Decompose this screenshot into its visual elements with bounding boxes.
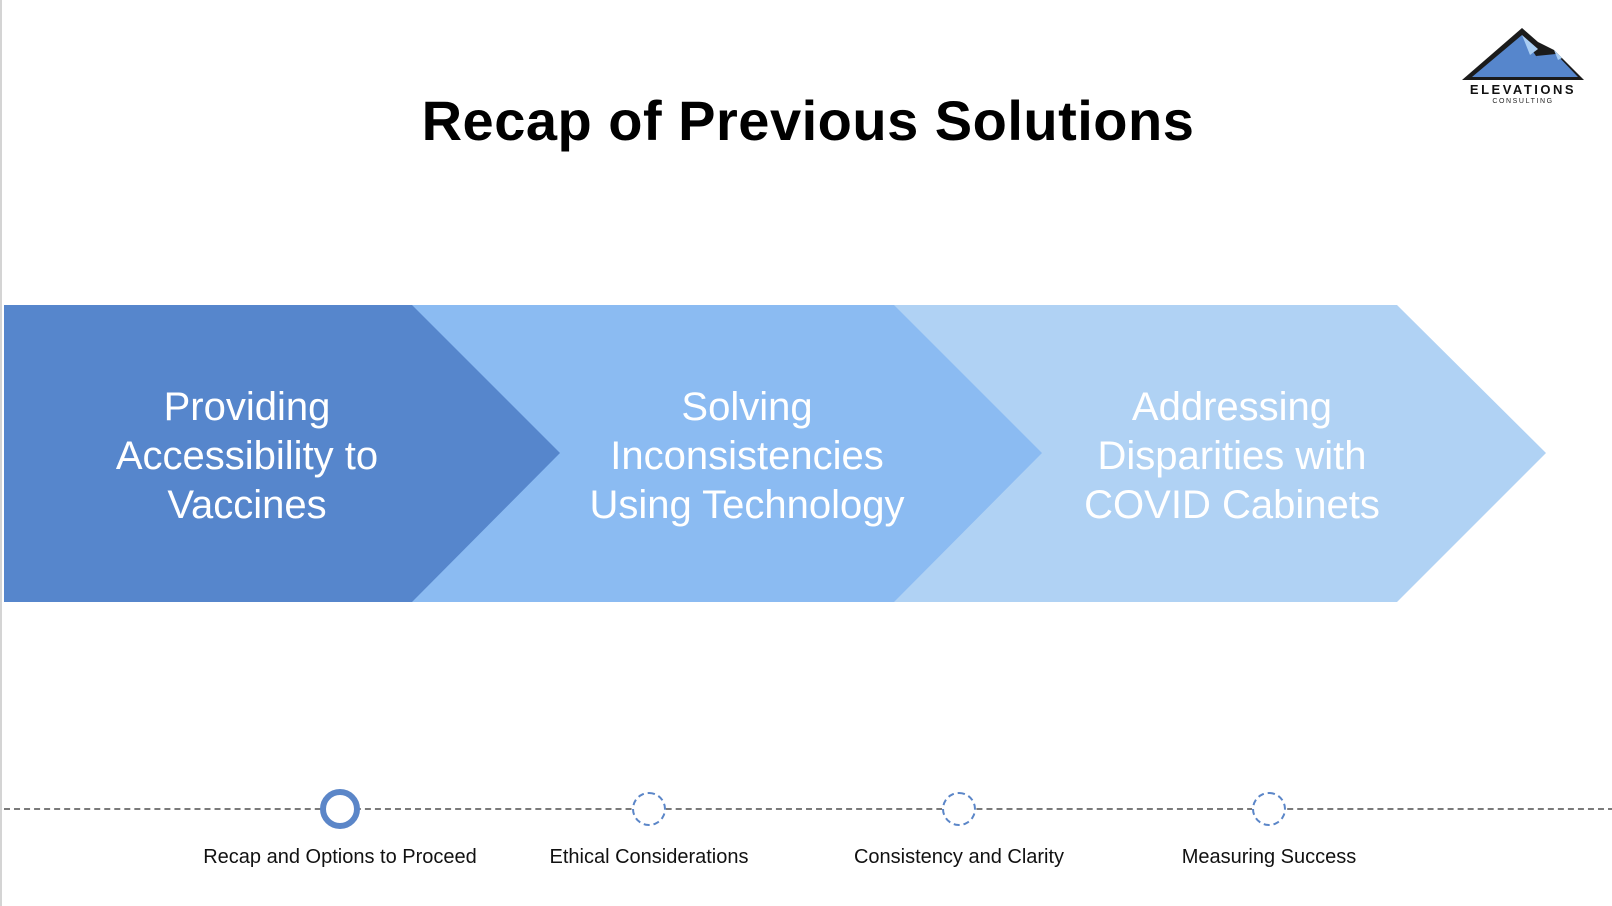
logo-name: ELEVATIONS: [1469, 82, 1577, 97]
timeline-node-consistency[interactable]: [942, 792, 976, 826]
process-arrows: [4, 305, 1546, 602]
timeline-label-ethical: Ethical Considerations: [549, 846, 749, 868]
timeline-node-ethical[interactable]: [632, 792, 666, 826]
timeline-label-consistency: Consistency and Clarity: [853, 846, 1065, 868]
mountain-icon: [1462, 28, 1584, 80]
step-2-label: Solving Inconsistencies Using Technology: [589, 384, 905, 527]
timeline-label-measuring: Measuring Success: [1181, 846, 1357, 868]
company-logo: ELEVATIONS CONSULTING: [1458, 22, 1598, 114]
step-3-chevron: [874, 305, 1546, 602]
logo-subtitle: CONSULTING: [1492, 98, 1554, 105]
timeline-node-measuring[interactable]: [1252, 792, 1286, 826]
timeline-label-recap: Recap and Options to Proceed: [203, 846, 477, 868]
step-1-label: Providing Accessibility to Vaccines: [115, 384, 379, 527]
step-3-label: Addressing Disparities with COVID Cabine…: [1084, 384, 1380, 527]
slide-title: Recap of Previous Solutions: [421, 89, 1195, 152]
progress-timeline: [4, 808, 1612, 810]
timeline-node-recap[interactable]: [320, 789, 360, 829]
step-1-chevron: [4, 305, 560, 602]
step-2-chevron: [404, 305, 1042, 602]
